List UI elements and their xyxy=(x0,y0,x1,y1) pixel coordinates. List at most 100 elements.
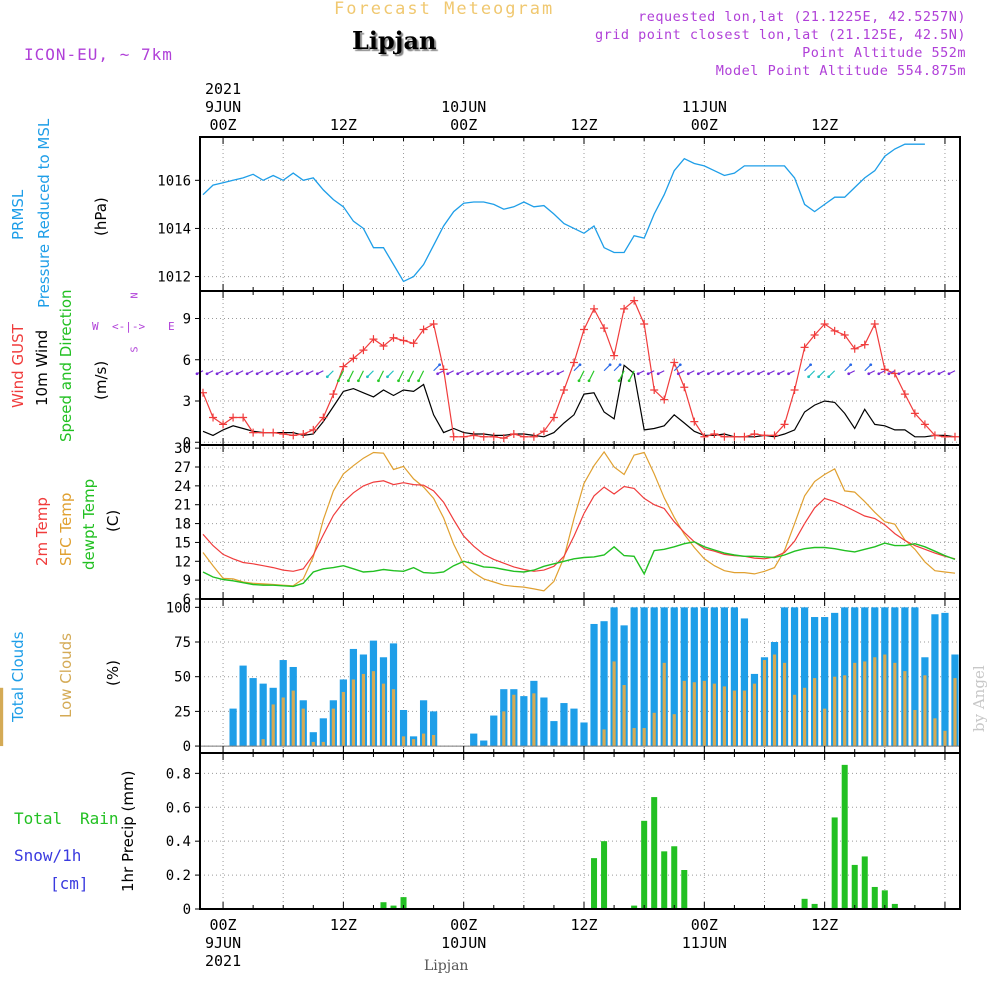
wind-direction-arrowhead xyxy=(747,372,750,376)
low-cloud-bar xyxy=(422,733,426,747)
low-cloud-bar xyxy=(893,662,897,747)
wind-direction-arrowhead xyxy=(556,372,560,376)
low-cloud-bar xyxy=(291,690,295,747)
text-layer: 1012101410160369691215182124273002550751… xyxy=(157,80,838,970)
low-cloud-bar xyxy=(632,728,636,747)
rain-bar xyxy=(861,856,868,909)
time-label-top: 2021 xyxy=(205,80,241,98)
wind-direction-arrow xyxy=(408,370,415,382)
gust-marker xyxy=(690,417,699,426)
gust-marker xyxy=(569,358,578,367)
wind-direction-arrowhead xyxy=(235,372,239,376)
footer-station: Lipjan xyxy=(424,958,469,974)
wind-direction-arrow xyxy=(673,364,681,372)
precip-ytick-label: 0 xyxy=(183,902,191,918)
time-label-top: 12Z xyxy=(570,116,597,134)
wind-direction-arrowhead xyxy=(486,372,490,376)
wind-direction-arrowhead xyxy=(777,372,780,376)
time-label-top: 10JUN xyxy=(441,98,486,116)
wind-direction-arrow xyxy=(588,370,595,382)
total-cloud-bar xyxy=(640,607,648,747)
low-cloud-bar xyxy=(883,654,887,747)
low-cloud-bar xyxy=(432,734,436,747)
wind-direction-arrowhead xyxy=(608,363,612,367)
precip-ytick-label: 0.2 xyxy=(166,868,191,884)
total-cloud-bar xyxy=(430,711,438,747)
time-label-top: 9JUN xyxy=(205,98,241,116)
cloud-label-low: Low Clouds xyxy=(57,633,75,718)
gust-marker xyxy=(580,325,589,334)
wind-direction-arrowhead xyxy=(325,375,329,379)
time-label-top: 11JUN xyxy=(682,98,727,116)
wind-direction-arrowhead xyxy=(587,379,591,383)
wind-direction-arrowhead xyxy=(516,372,520,376)
temp-label-sfc: SFC Temp xyxy=(57,492,75,566)
rain-bar xyxy=(601,841,608,909)
temp-unit: (C) xyxy=(104,509,122,532)
gust-marker xyxy=(279,430,288,438)
gust-marker xyxy=(229,413,238,422)
wind-direction-arrowhead xyxy=(225,372,229,376)
pressure-ytick-label: 1012 xyxy=(157,270,191,286)
wind-direction-arrowhead xyxy=(917,372,921,376)
low-cloud-bar xyxy=(943,730,947,747)
rain-bar xyxy=(400,897,407,909)
time-label-bottom: 11JUN xyxy=(682,934,727,952)
wind-direction-arrowhead xyxy=(456,372,460,376)
rain-bar xyxy=(681,870,688,909)
low-cloud-bar xyxy=(903,671,907,747)
time-label-top: 00Z xyxy=(691,116,718,134)
pressure-line xyxy=(202,143,925,283)
page-title: Lipjan xyxy=(352,26,437,55)
total-cloud-bar xyxy=(710,607,718,747)
total-cloud-bar xyxy=(680,607,688,747)
wind-ytick-label: 9 xyxy=(183,312,191,328)
gust-marker xyxy=(259,428,268,437)
requested-coords: requested lon,lat (21.1225E, 42.5257N) xyxy=(638,9,966,25)
low-cloud-bar xyxy=(361,673,366,747)
gust-marker xyxy=(710,430,719,438)
temp-label-2m: 2m Temp xyxy=(33,497,51,566)
total-cloud-bar xyxy=(480,740,488,747)
precip-frame xyxy=(199,752,961,910)
low-cloud-bar xyxy=(933,718,937,747)
gust-marker xyxy=(620,304,629,313)
low-cloud-bar xyxy=(512,694,516,747)
wind-direction-arrowhead xyxy=(617,379,621,383)
compass-w: W xyxy=(92,320,99,333)
wind-direction-arrowhead xyxy=(215,372,219,376)
wind-direction-arrow xyxy=(864,364,872,372)
wind-direction-arrowhead xyxy=(417,379,420,383)
gust-marker xyxy=(559,386,568,394)
total-cloud-bar xyxy=(670,607,678,747)
low-cloud-bar xyxy=(331,708,335,747)
rain-bar xyxy=(591,858,598,909)
bar-layer xyxy=(0,607,960,910)
model-label: ICON-EU, ~ 7km xyxy=(24,45,173,64)
clouds-ytick-label: 50 xyxy=(174,670,191,686)
wind-direction-arrowhead xyxy=(727,372,730,376)
rain-bar xyxy=(891,903,898,909)
low-cloud-bar xyxy=(853,662,857,747)
wind-direction-arrowhead xyxy=(546,372,550,376)
total-cloud-bar xyxy=(570,708,578,747)
compass-s: S xyxy=(129,346,141,353)
wind-direction-arrowhead xyxy=(907,372,911,376)
wind-direction-arrowhead xyxy=(887,372,891,376)
low-cloud-bar xyxy=(762,660,767,747)
low-cloud-bar xyxy=(823,708,827,747)
gust-marker xyxy=(800,343,809,352)
total-cloud-bar xyxy=(790,607,799,747)
gust-marker xyxy=(489,432,498,441)
temp-2m-line xyxy=(202,480,956,572)
temp-label-dewpt: dewpt Temp xyxy=(80,478,98,570)
wind-direction-arrowhead xyxy=(397,379,400,383)
low-cloud-bar xyxy=(652,712,656,747)
rain-bar xyxy=(811,903,818,909)
wind-direction-arrow xyxy=(418,370,425,382)
wind-direction-arrowhead xyxy=(265,372,269,376)
wind-direction-arrowhead xyxy=(578,363,582,367)
gust-marker xyxy=(600,324,609,333)
wind-direction-arrow xyxy=(573,364,581,372)
wind-direction-arrowhead xyxy=(436,372,440,376)
